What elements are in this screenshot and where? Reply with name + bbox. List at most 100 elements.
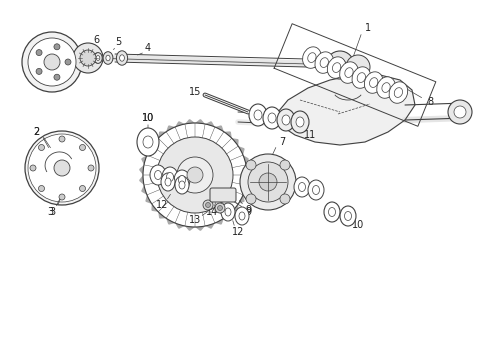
Ellipse shape [328, 207, 336, 216]
Text: 12: 12 [156, 200, 168, 210]
Ellipse shape [344, 212, 351, 220]
Polygon shape [139, 175, 144, 185]
Circle shape [88, 165, 94, 171]
Circle shape [54, 74, 60, 80]
Circle shape [25, 131, 99, 205]
Circle shape [280, 160, 290, 170]
Polygon shape [278, 75, 415, 145]
Ellipse shape [294, 177, 310, 197]
Polygon shape [205, 223, 215, 229]
Polygon shape [166, 218, 175, 225]
Ellipse shape [94, 53, 102, 63]
Circle shape [59, 194, 65, 200]
Circle shape [54, 44, 60, 50]
Circle shape [259, 173, 277, 191]
Ellipse shape [382, 83, 390, 93]
Circle shape [326, 51, 354, 79]
Ellipse shape [282, 115, 290, 125]
Ellipse shape [298, 183, 305, 192]
Text: 10: 10 [142, 113, 154, 123]
Polygon shape [146, 146, 152, 155]
Text: 7: 7 [279, 137, 285, 147]
Polygon shape [246, 165, 251, 175]
Text: 6: 6 [93, 35, 99, 45]
Ellipse shape [239, 212, 245, 220]
Text: 2: 2 [33, 127, 39, 137]
Polygon shape [158, 131, 166, 138]
Polygon shape [232, 204, 239, 212]
Ellipse shape [352, 67, 370, 88]
Polygon shape [243, 185, 249, 195]
Ellipse shape [137, 128, 159, 156]
Ellipse shape [96, 55, 100, 60]
Circle shape [22, 32, 82, 92]
Polygon shape [141, 185, 147, 195]
Ellipse shape [235, 207, 249, 225]
Circle shape [280, 194, 290, 204]
Circle shape [65, 59, 71, 65]
Circle shape [448, 100, 472, 124]
Ellipse shape [178, 176, 186, 185]
Ellipse shape [263, 107, 281, 129]
Ellipse shape [303, 47, 321, 68]
Text: 15: 15 [189, 87, 201, 97]
Text: 4: 4 [145, 43, 151, 53]
Ellipse shape [332, 63, 341, 72]
Text: 13: 13 [189, 215, 201, 225]
Ellipse shape [277, 109, 295, 131]
Polygon shape [195, 119, 205, 124]
Ellipse shape [120, 55, 124, 61]
Text: 9: 9 [245, 205, 251, 215]
Ellipse shape [161, 173, 175, 191]
Circle shape [79, 185, 86, 192]
Circle shape [454, 106, 466, 118]
Polygon shape [238, 146, 245, 155]
Circle shape [39, 144, 45, 150]
Ellipse shape [291, 111, 309, 133]
Circle shape [28, 38, 76, 86]
Polygon shape [238, 195, 245, 204]
Circle shape [79, 144, 86, 150]
Polygon shape [215, 125, 224, 132]
Ellipse shape [106, 55, 110, 61]
Text: 10: 10 [142, 113, 154, 123]
Ellipse shape [117, 51, 127, 65]
Ellipse shape [221, 203, 235, 221]
Circle shape [334, 59, 346, 71]
Ellipse shape [154, 171, 162, 180]
Ellipse shape [313, 185, 319, 194]
Polygon shape [166, 125, 175, 132]
Circle shape [203, 200, 213, 210]
Ellipse shape [162, 167, 178, 187]
Polygon shape [195, 226, 205, 231]
Circle shape [44, 54, 60, 70]
Ellipse shape [308, 53, 316, 62]
Ellipse shape [103, 52, 113, 64]
Circle shape [54, 160, 70, 176]
Text: 12: 12 [232, 227, 244, 237]
Circle shape [346, 55, 370, 79]
Circle shape [246, 194, 256, 204]
Ellipse shape [174, 170, 190, 190]
Circle shape [177, 157, 213, 193]
Polygon shape [151, 138, 158, 146]
Circle shape [39, 185, 45, 192]
Circle shape [240, 154, 296, 210]
Polygon shape [215, 218, 224, 225]
Circle shape [59, 136, 65, 142]
Ellipse shape [369, 78, 378, 87]
Ellipse shape [394, 88, 403, 98]
Text: 3: 3 [47, 207, 53, 217]
Ellipse shape [324, 202, 340, 222]
Ellipse shape [254, 110, 262, 120]
Circle shape [73, 43, 103, 73]
Ellipse shape [150, 165, 166, 185]
Circle shape [28, 134, 96, 202]
Text: 5: 5 [115, 37, 121, 47]
Polygon shape [224, 212, 232, 219]
Circle shape [157, 137, 233, 213]
Text: 2: 2 [33, 127, 39, 137]
Polygon shape [139, 165, 144, 175]
Circle shape [218, 206, 222, 211]
Polygon shape [175, 223, 185, 229]
